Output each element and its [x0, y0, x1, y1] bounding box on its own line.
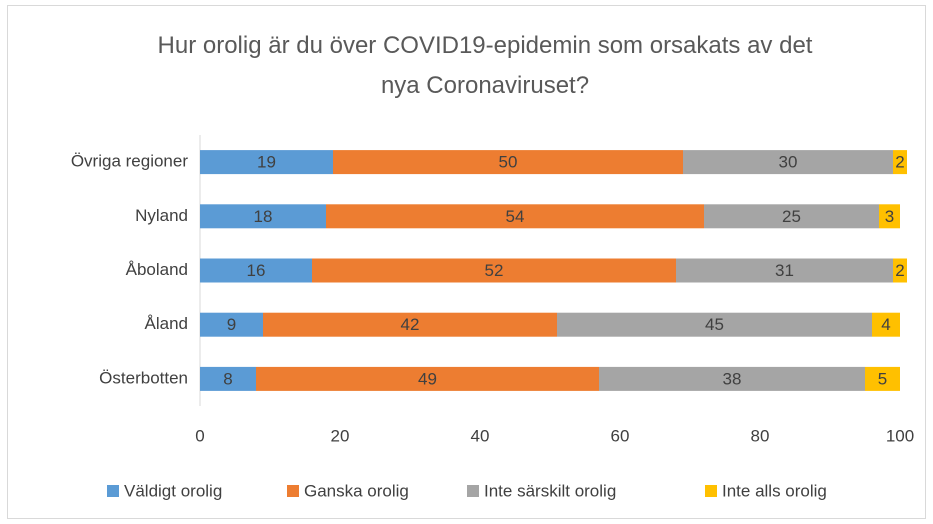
bar-segment	[200, 150, 333, 175]
y-tick-label: Åland	[145, 314, 188, 333]
bar-segment	[557, 312, 872, 337]
legend-swatch	[705, 485, 717, 497]
data-label: 8	[223, 369, 232, 388]
y-tick-label: Nyland	[135, 206, 188, 225]
data-label: 38	[723, 369, 742, 388]
data-label: 42	[401, 315, 420, 334]
bar-segment	[263, 312, 557, 337]
y-tick-label: Övriga regioner	[71, 152, 189, 171]
bar-segment	[893, 150, 907, 175]
bar-segment	[200, 258, 312, 283]
data-label: 45	[705, 315, 724, 334]
bar-segment	[200, 312, 263, 337]
data-label: 2	[895, 153, 904, 172]
bar-segment	[200, 204, 326, 229]
chart-border	[7, 5, 926, 519]
data-label: 49	[418, 369, 437, 388]
data-label: 5	[878, 369, 887, 388]
data-label: 2	[895, 261, 904, 280]
data-label: 50	[499, 153, 518, 172]
legend-label: Inte särskilt orolig	[484, 481, 616, 500]
legend-label: Ganska orolig	[304, 481, 409, 500]
legend-swatch	[107, 485, 119, 497]
data-label: 18	[254, 207, 273, 226]
bar-segment	[599, 366, 865, 391]
bar-segment	[683, 150, 893, 175]
legend-swatch	[287, 485, 299, 497]
bar-segment	[312, 258, 676, 283]
data-label: 4	[881, 315, 890, 334]
bar-segment	[676, 258, 893, 283]
data-label: 30	[779, 153, 798, 172]
data-label: 3	[885, 207, 894, 226]
bar-segment	[333, 150, 683, 175]
bar-segment	[256, 366, 599, 391]
bar-segment	[326, 204, 704, 229]
legend-label: Väldigt orolig	[124, 481, 222, 500]
x-tick-label: 0	[195, 426, 204, 445]
data-label: 19	[257, 153, 276, 172]
x-tick-label: 60	[611, 426, 630, 445]
legend-label: Inte alls orolig	[722, 481, 827, 500]
data-label: 31	[775, 261, 794, 280]
data-label: 52	[485, 261, 504, 280]
data-label: 54	[506, 207, 525, 226]
data-label: 25	[782, 207, 801, 226]
bar-segment	[704, 204, 879, 229]
x-tick-label: 20	[331, 426, 350, 445]
data-label: 9	[227, 315, 236, 334]
x-tick-label: 100	[886, 426, 914, 445]
bar-segment	[865, 366, 900, 391]
bar-segment	[200, 366, 256, 391]
data-label: 16	[247, 261, 266, 280]
x-tick-label: 40	[471, 426, 490, 445]
y-tick-label: Österbotten	[99, 368, 188, 387]
bar-segment	[893, 258, 907, 283]
y-tick-label: Åboland	[126, 260, 188, 279]
bar-segment	[879, 204, 900, 229]
chart-title: Hur orolig är du över COVID19-epidemin s…	[157, 32, 813, 99]
bar-segment	[872, 312, 900, 337]
x-tick-label: 80	[751, 426, 770, 445]
legend-swatch	[467, 485, 479, 497]
